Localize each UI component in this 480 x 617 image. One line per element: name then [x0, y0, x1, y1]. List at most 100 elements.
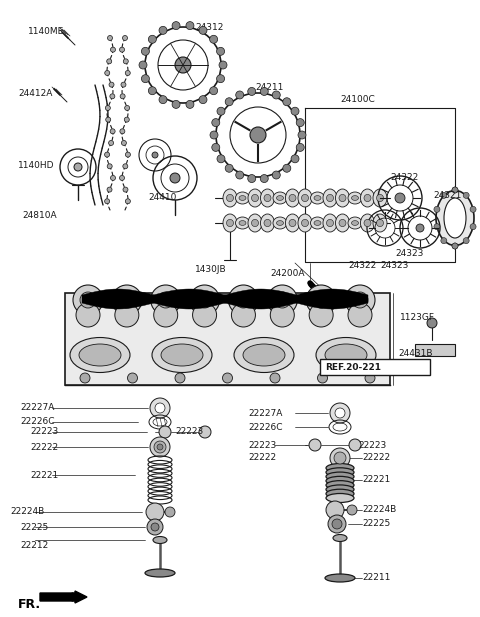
Circle shape	[212, 118, 220, 126]
Ellipse shape	[364, 194, 371, 202]
Circle shape	[248, 88, 256, 96]
Circle shape	[296, 143, 304, 151]
Text: 22224B: 22224B	[10, 508, 44, 516]
Circle shape	[105, 199, 109, 204]
Circle shape	[335, 408, 345, 418]
Text: 1140ME: 1140ME	[28, 28, 64, 36]
Ellipse shape	[276, 221, 284, 225]
Text: 24200A: 24200A	[270, 270, 304, 278]
Circle shape	[197, 292, 213, 308]
Circle shape	[210, 35, 217, 43]
Circle shape	[150, 398, 170, 418]
Text: 22223: 22223	[248, 441, 276, 450]
Circle shape	[216, 48, 225, 56]
Ellipse shape	[323, 214, 337, 232]
Circle shape	[120, 47, 124, 52]
Circle shape	[441, 238, 447, 244]
Circle shape	[272, 91, 280, 99]
Circle shape	[283, 164, 291, 172]
Circle shape	[158, 292, 174, 308]
Circle shape	[210, 131, 218, 139]
Circle shape	[74, 163, 82, 171]
Circle shape	[416, 224, 424, 232]
Circle shape	[291, 107, 299, 115]
Circle shape	[274, 292, 290, 308]
Circle shape	[365, 373, 375, 383]
Circle shape	[110, 94, 115, 99]
Text: 24322: 24322	[390, 173, 418, 183]
Ellipse shape	[298, 214, 312, 232]
Circle shape	[151, 285, 180, 315]
Circle shape	[121, 82, 126, 87]
Circle shape	[110, 47, 116, 52]
Ellipse shape	[339, 220, 346, 226]
Circle shape	[212, 143, 220, 151]
Ellipse shape	[152, 337, 212, 373]
Circle shape	[326, 501, 344, 519]
Ellipse shape	[339, 194, 346, 202]
Circle shape	[199, 426, 211, 438]
Circle shape	[330, 448, 350, 468]
Ellipse shape	[348, 192, 362, 204]
Circle shape	[334, 452, 346, 464]
Ellipse shape	[273, 192, 287, 204]
Circle shape	[125, 199, 131, 204]
Circle shape	[470, 206, 476, 212]
Ellipse shape	[261, 214, 275, 232]
Ellipse shape	[326, 476, 354, 486]
Circle shape	[128, 373, 137, 383]
Ellipse shape	[223, 214, 237, 232]
Text: 24321: 24321	[433, 191, 461, 199]
Circle shape	[463, 238, 469, 244]
Circle shape	[159, 96, 167, 104]
Ellipse shape	[333, 534, 347, 542]
Circle shape	[172, 101, 180, 109]
Ellipse shape	[223, 189, 237, 207]
Text: 22221: 22221	[362, 476, 390, 484]
Circle shape	[236, 171, 244, 179]
Circle shape	[306, 285, 336, 315]
Ellipse shape	[360, 189, 374, 207]
Ellipse shape	[239, 196, 246, 201]
Circle shape	[270, 373, 280, 383]
Ellipse shape	[252, 220, 259, 226]
Text: 1123GF: 1123GF	[400, 313, 435, 323]
Ellipse shape	[326, 481, 354, 490]
Circle shape	[199, 27, 207, 35]
Ellipse shape	[325, 574, 355, 582]
Ellipse shape	[301, 220, 309, 226]
Circle shape	[235, 292, 252, 308]
Circle shape	[165, 507, 175, 517]
Ellipse shape	[79, 344, 121, 366]
Ellipse shape	[326, 194, 334, 202]
Circle shape	[159, 426, 171, 438]
Circle shape	[110, 129, 115, 134]
Ellipse shape	[243, 344, 285, 366]
Ellipse shape	[286, 189, 300, 207]
Text: 22226C: 22226C	[248, 423, 283, 431]
Ellipse shape	[326, 468, 354, 477]
Circle shape	[106, 117, 111, 122]
Ellipse shape	[314, 196, 321, 201]
Circle shape	[250, 127, 266, 143]
Ellipse shape	[289, 220, 296, 226]
Circle shape	[347, 505, 357, 515]
Circle shape	[121, 141, 126, 146]
FancyBboxPatch shape	[320, 359, 430, 375]
Circle shape	[267, 285, 297, 315]
Circle shape	[139, 61, 147, 69]
Circle shape	[330, 403, 350, 423]
Text: 22227A: 22227A	[248, 408, 282, 418]
Ellipse shape	[351, 221, 359, 225]
Circle shape	[219, 61, 227, 69]
Ellipse shape	[314, 221, 321, 225]
Ellipse shape	[326, 494, 354, 502]
Circle shape	[151, 523, 159, 531]
Circle shape	[148, 35, 156, 43]
Circle shape	[427, 318, 437, 328]
Circle shape	[452, 243, 458, 249]
Circle shape	[313, 292, 329, 308]
Ellipse shape	[234, 337, 294, 373]
Circle shape	[142, 48, 149, 56]
Bar	[65, 293, 390, 385]
